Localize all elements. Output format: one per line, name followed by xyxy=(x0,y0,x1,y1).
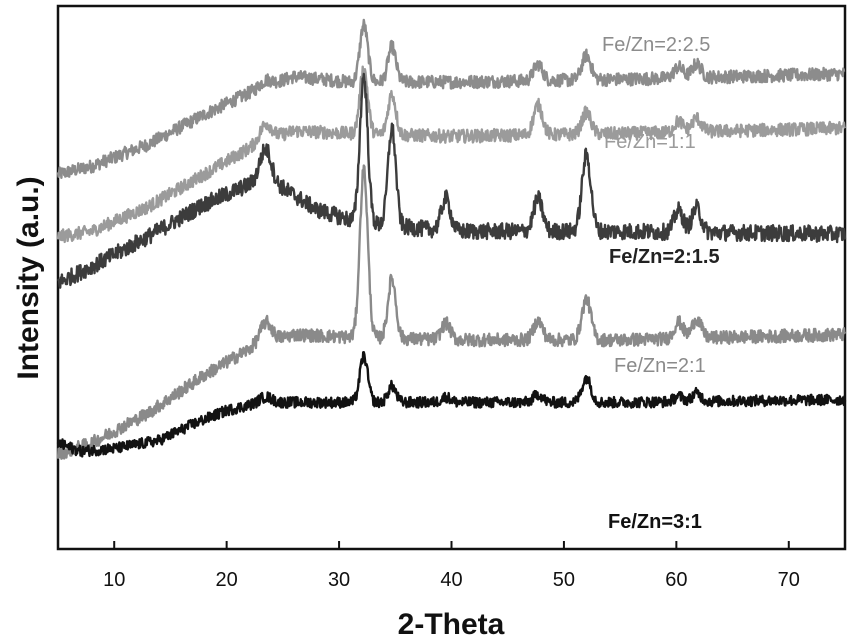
x-tick-label: 10 xyxy=(103,569,125,591)
series-curves xyxy=(56,18,847,460)
x-tick-label: 60 xyxy=(665,569,687,591)
x-tick-label: 50 xyxy=(553,569,575,591)
series-label-fe-zn-1-1: Fe/Zn=1:1 xyxy=(604,131,696,153)
series-labels: Fe/Zn=2:2.5 Fe/Zn=1:1 Fe/Zn=2:1.5 Fe/Zn=… xyxy=(602,34,720,533)
series-line-3 xyxy=(56,72,847,289)
series-line-4 xyxy=(56,164,847,460)
x-tick-label: 70 xyxy=(778,569,800,591)
series-label-fe-zn-3-1: Fe/Zn=3:1 xyxy=(608,511,702,533)
series-label-fe-zn-2-1-5: Fe/Zn=2:1.5 xyxy=(609,246,720,268)
series-line-2 xyxy=(56,65,847,244)
x-tick-label: 20 xyxy=(216,569,238,591)
x-tick-label: 40 xyxy=(440,569,462,591)
x-axis-ticks: 10 20 30 40 50 60 70 xyxy=(103,541,800,591)
x-tick-label: 30 xyxy=(328,569,350,591)
series-label-fe-zn-2-1: Fe/Zn=2:1 xyxy=(614,355,706,377)
x-axis-label: 2-Theta xyxy=(398,608,505,641)
y-axis-label: Intensity (a.u.) xyxy=(12,176,45,379)
series-line-1 xyxy=(56,18,846,179)
series-line-5 xyxy=(56,351,847,458)
series-label-fe-zn-2-2-5: Fe/Zn=2:2.5 xyxy=(602,34,710,56)
